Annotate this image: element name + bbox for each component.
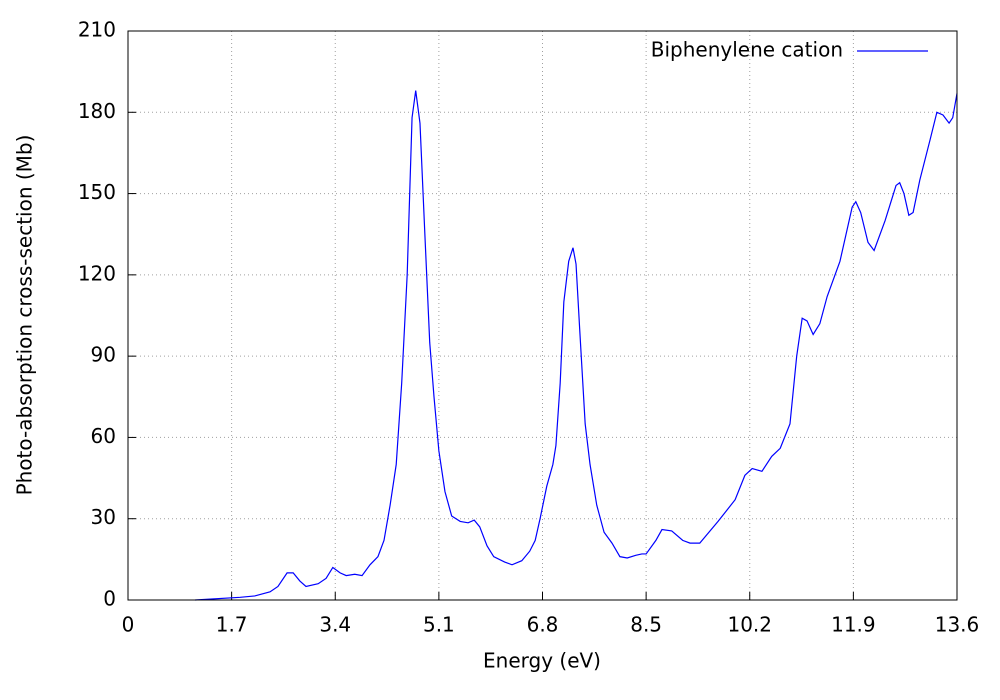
y-tick-label: 150 (78, 180, 116, 204)
legend-label: Biphenylene cation (651, 38, 843, 62)
x-tick-label: 0 (122, 613, 135, 637)
data-line (195, 90, 958, 601)
y-tick-label: 0 (103, 587, 116, 611)
y-tick-label: 90 (91, 343, 116, 367)
x-tick-label: 8.5 (630, 613, 662, 637)
y-tick-label: 180 (78, 99, 116, 123)
x-tick-label: 3.4 (319, 613, 351, 637)
y-tick-label: 120 (78, 261, 116, 285)
y-axis-label: Photo-absorption cross-section (Mb) (13, 135, 37, 496)
y-tick-label: 210 (78, 18, 116, 42)
x-axis-label: Energy (eV) (483, 649, 601, 673)
x-tick-label: 10.2 (727, 613, 772, 637)
x-tick-label: 11.9 (831, 613, 876, 637)
y-tick-label: 60 (91, 424, 116, 448)
x-tick-label: 13.6 (935, 613, 980, 637)
x-tick-label: 1.7 (216, 613, 248, 637)
plot-frame (127, 30, 958, 601)
x-tick-label: 6.8 (527, 613, 559, 637)
y-tick-label: 30 (91, 505, 116, 529)
x-tick-label: 5.1 (423, 613, 455, 637)
